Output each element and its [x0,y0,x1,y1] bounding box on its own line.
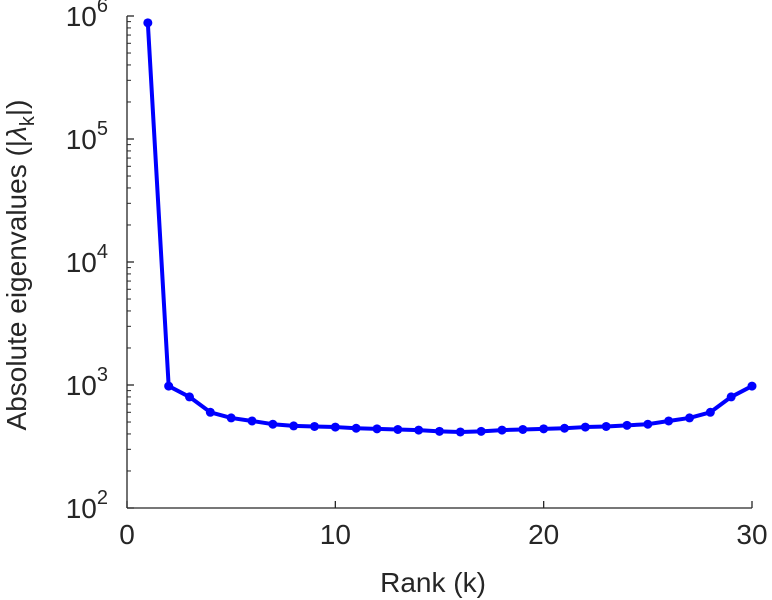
data-point [497,425,507,435]
y-axis-title-suffix: |) [1,100,32,117]
data-point [518,424,528,434]
y-tick-exponent: 6 [97,0,108,17]
y-tick-exponent: 2 [97,487,108,509]
x-tick-label: 20 [528,519,559,550]
y-tick-label: 103 [66,364,108,401]
data-point [205,407,215,417]
data-point [247,416,257,426]
y-axis-title: Absolute eigenvalues (|λk|) [1,100,39,431]
data-point [664,416,674,426]
data-point [455,427,465,437]
series-line [145,22,753,434]
data-point [726,392,736,402]
x-tick-label: 10 [320,519,351,550]
data-point [310,421,319,431]
data-point [268,419,278,429]
data-point [372,424,382,434]
data-point [164,381,174,391]
data-point [685,413,694,423]
y-tick-base: 10 [66,493,97,524]
y-axis-title-symbol: λ [1,126,32,142]
y-axis-title-prefix: Absolute eigenvalues (| [1,140,32,431]
y-tick-exponent: 5 [97,118,108,140]
y-tick-label: 102 [66,487,108,524]
y-axis-title-subscript: k [17,115,39,126]
x-tick-label: 0 [119,519,135,550]
data-point [601,421,611,431]
y-tick-label: 104 [66,241,108,278]
data-point [747,381,757,391]
data-point [539,424,549,434]
data-point [435,426,444,436]
y-tick-label: 105 [66,118,108,155]
data-point [143,18,153,28]
y-tick-base: 10 [66,124,97,155]
data-point [330,422,340,432]
data-point [643,419,653,429]
y-tick-label: 106 [66,0,108,32]
data-point [185,392,194,402]
data-point [622,420,632,430]
data-point [580,422,590,432]
data-point [393,424,403,434]
y-tick-base: 10 [66,247,97,278]
y-tick-exponent: 4 [97,241,108,263]
data-point [476,426,486,436]
data-point [414,425,424,435]
data-point [351,423,361,433]
data-point [289,421,299,431]
y-tick-base: 10 [66,370,97,401]
x-axis-title: Rank (k) [380,567,486,598]
y-tick-exponent: 3 [97,364,108,386]
data-point [560,423,569,433]
data-point [226,413,236,423]
y-tick-base: 10 [66,1,97,32]
series-layer [143,18,757,437]
data-point [705,407,715,417]
x-tick-label: 30 [736,519,767,550]
